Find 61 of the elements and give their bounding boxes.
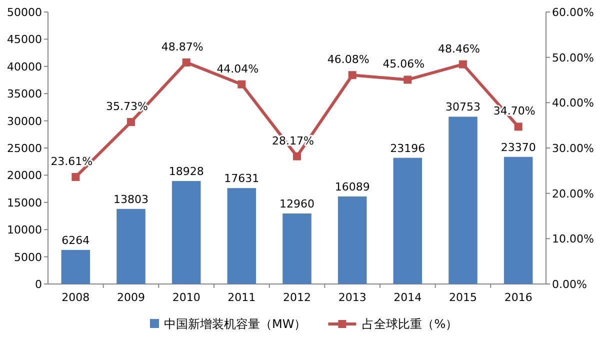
legend-label: 中国新增装机容量（MW） bbox=[164, 317, 306, 331]
bar bbox=[172, 181, 201, 284]
data-label: 6264 bbox=[62, 234, 90, 247]
point bbox=[459, 60, 467, 68]
data-label: 16089 bbox=[334, 180, 370, 194]
point bbox=[404, 76, 412, 84]
y-tick-label: 20000 bbox=[7, 169, 42, 182]
point bbox=[514, 122, 522, 131]
x-tick-label: 2014 bbox=[394, 291, 422, 304]
x-tick-label: 2012 bbox=[283, 291, 311, 304]
point bbox=[127, 118, 135, 126]
x-tick-label: 2016 bbox=[504, 291, 532, 304]
data-label: 48.87% bbox=[161, 40, 204, 54]
x-tick-label: 2013 bbox=[338, 291, 366, 304]
y-tick-label: 50000 bbox=[7, 6, 42, 19]
y-tick-label: 40000 bbox=[7, 60, 42, 74]
y2-tick-label: 60.00% bbox=[552, 6, 594, 19]
data-label: 46.08% bbox=[327, 53, 370, 66]
point bbox=[293, 152, 301, 160]
y2-tick-label: 30.00% bbox=[552, 142, 594, 155]
data-label: 18928 bbox=[168, 165, 204, 178]
data-label: 13803 bbox=[114, 192, 148, 206]
x-tick-label: 2011 bbox=[228, 291, 256, 304]
data-label: 23196 bbox=[390, 142, 426, 155]
bar bbox=[227, 188, 256, 284]
bar bbox=[61, 250, 90, 284]
bar bbox=[116, 208, 146, 284]
y-tick-label: 25000 bbox=[7, 142, 42, 155]
y-tick-label: 5000 bbox=[14, 250, 42, 264]
y-tick-label: 35000 bbox=[7, 88, 42, 101]
y2-tick-label: 40.00% bbox=[552, 96, 594, 110]
bar bbox=[448, 116, 478, 284]
bar bbox=[282, 214, 312, 284]
point bbox=[348, 71, 356, 80]
y-tick-label: 0 bbox=[35, 278, 42, 291]
x-tick-label: 2008 bbox=[62, 291, 90, 304]
point bbox=[72, 172, 80, 181]
y-tick-label: 15000 bbox=[7, 196, 42, 210]
legend-label: 占全球比重（%） bbox=[362, 317, 458, 331]
data-label: 23370 bbox=[500, 140, 536, 154]
x-tick-label: 2015 bbox=[449, 291, 477, 304]
y2-tick-label: 0.00% bbox=[552, 278, 587, 291]
y2-tick-label: 10.00% bbox=[552, 232, 594, 246]
y2-tick-label: 50.00% bbox=[552, 51, 594, 64]
data-label: 12960 bbox=[280, 198, 314, 210]
y2-tick-label: 20.00% bbox=[552, 187, 594, 200]
y-tick-label: 45000 bbox=[7, 33, 42, 46]
y-tick-label: 30000 bbox=[7, 114, 42, 128]
data-label: 45.06% bbox=[382, 58, 425, 71]
x-tick-label: 2009 bbox=[117, 291, 145, 304]
y-tick-label: 10000 bbox=[7, 224, 42, 237]
x-tick-label: 2010 bbox=[172, 291, 200, 304]
point bbox=[182, 58, 190, 66]
bar bbox=[393, 158, 422, 284]
point bbox=[238, 80, 246, 88]
data-label: 30753 bbox=[446, 100, 480, 114]
data-label: 44.04% bbox=[216, 62, 259, 76]
data-label: 17631 bbox=[224, 172, 260, 186]
data-label: 48.46% bbox=[438, 42, 480, 56]
bar bbox=[504, 156, 533, 284]
bar bbox=[338, 196, 367, 284]
